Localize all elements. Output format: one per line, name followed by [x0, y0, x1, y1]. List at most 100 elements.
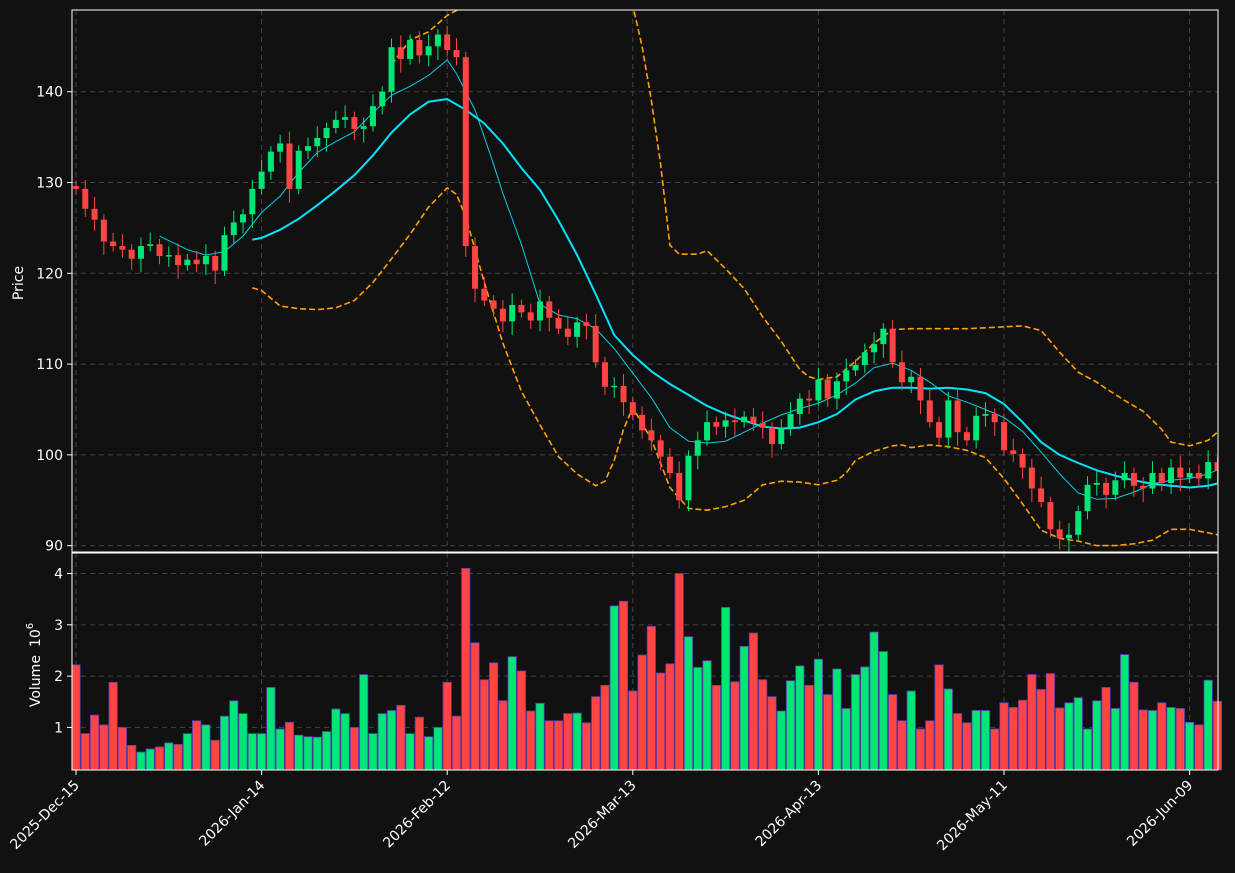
- price-grid: [72, 10, 1218, 552]
- volume-bar: [1166, 707, 1176, 771]
- volume-bar: [721, 606, 731, 771]
- candle-body: [861, 352, 868, 365]
- volume-bar: [442, 681, 452, 771]
- volume-bar: [1138, 709, 1148, 771]
- volume-bar: [1203, 679, 1213, 771]
- lower-band-line: [252, 186, 1218, 547]
- candle-body: [1075, 511, 1082, 535]
- candle-body: [407, 39, 414, 60]
- candle-body: [769, 427, 775, 444]
- volume-bar: [340, 713, 350, 771]
- candle-body: [527, 312, 534, 321]
- volume-bar: [266, 687, 276, 771]
- candle-body: [880, 328, 887, 345]
- volume-bar: [841, 708, 851, 771]
- volume-bar: [804, 684, 814, 771]
- candle-body: [509, 305, 516, 322]
- candle-body: [73, 186, 79, 189]
- candle-body: [230, 222, 237, 236]
- volume-bar: [1045, 673, 1055, 771]
- candle-body: [778, 427, 785, 444]
- volume-bar: [136, 751, 146, 771]
- candle-body: [917, 376, 924, 401]
- volume-bar: [850, 674, 861, 771]
- candle-body: [704, 422, 711, 441]
- candle-body: [982, 414, 989, 416]
- candle-body: [202, 256, 209, 265]
- volume-axis-exponent-base: 10: [28, 629, 44, 647]
- volume-bar: [656, 672, 666, 771]
- volume-bar: [219, 715, 230, 771]
- price-tick-label: 100: [36, 448, 63, 464]
- volume-bar: [693, 666, 703, 771]
- volume-tick-label: 2: [54, 669, 63, 685]
- candle-body: [165, 255, 172, 257]
- volume-bar: [516, 670, 527, 771]
- candle-body: [240, 214, 247, 223]
- candle-body: [119, 246, 126, 250]
- candle-body: [833, 381, 840, 399]
- candle-body: [824, 379, 831, 399]
- price-tick-label: 90: [45, 539, 63, 555]
- candle-body: [314, 138, 321, 147]
- candle-body: [908, 376, 915, 383]
- price-axis-ticks: 90 100 110 120 130 140: [36, 85, 72, 555]
- volume-bar: [785, 680, 796, 771]
- volume-bar: [257, 733, 267, 771]
- volume-bar: [906, 690, 916, 771]
- candle-body: [592, 325, 599, 363]
- candle-body: [787, 414, 794, 428]
- candle-body: [889, 328, 896, 363]
- candle-body: [137, 246, 144, 259]
- volume-bar: [1185, 721, 1195, 771]
- candle-body: [843, 370, 850, 382]
- volume-bar: [526, 710, 536, 771]
- candle-body: [666, 456, 673, 474]
- volume-bar: [934, 664, 944, 771]
- candle-body: [1214, 462, 1218, 471]
- candle-body: [583, 322, 590, 326]
- candle-body: [1019, 453, 1026, 468]
- candle-body: [926, 400, 933, 423]
- volume-bar: [127, 744, 137, 771]
- candle-body: [193, 259, 200, 265]
- candle-body: [1047, 502, 1054, 530]
- candle-body: [1084, 484, 1091, 512]
- candle-body: [1186, 473, 1193, 478]
- candle-body: [852, 364, 859, 371]
- volume-bar: [1092, 700, 1102, 771]
- candle-body: [936, 422, 943, 438]
- price-plot-area: [73, 10, 1218, 552]
- volume-bar: [1157, 702, 1167, 771]
- candle-body: [1010, 450, 1017, 454]
- volume-bar: [544, 720, 554, 771]
- volume-bar: [897, 720, 907, 771]
- volume-bar: [1073, 697, 1083, 771]
- candle-body: [1038, 488, 1045, 503]
- volume-bar: [312, 736, 322, 771]
- volume-bar: [748, 632, 759, 771]
- volume-bar: [1101, 687, 1111, 771]
- volume-bar: [331, 708, 341, 771]
- volume-tick-label: 1: [54, 720, 63, 736]
- candle-body: [1065, 534, 1072, 539]
- volume-bar: [479, 679, 489, 771]
- volume-bar: [1212, 700, 1223, 771]
- candle-body: [1140, 485, 1147, 489]
- volume-bar: [628, 690, 638, 771]
- candle-body: [973, 415, 980, 441]
- volume-bar: [776, 710, 786, 771]
- volume-bar: [164, 742, 174, 771]
- candle-body: [369, 106, 376, 127]
- volume-bar: [795, 665, 805, 771]
- volume-bar: [247, 733, 257, 771]
- volume-bar: [767, 696, 777, 771]
- volume-bar: [89, 714, 100, 771]
- candle-body: [416, 39, 423, 56]
- volume-bar: [535, 702, 545, 771]
- candle-body: [945, 400, 952, 438]
- volume-bar: [1175, 708, 1185, 771]
- candle-body: [648, 430, 655, 441]
